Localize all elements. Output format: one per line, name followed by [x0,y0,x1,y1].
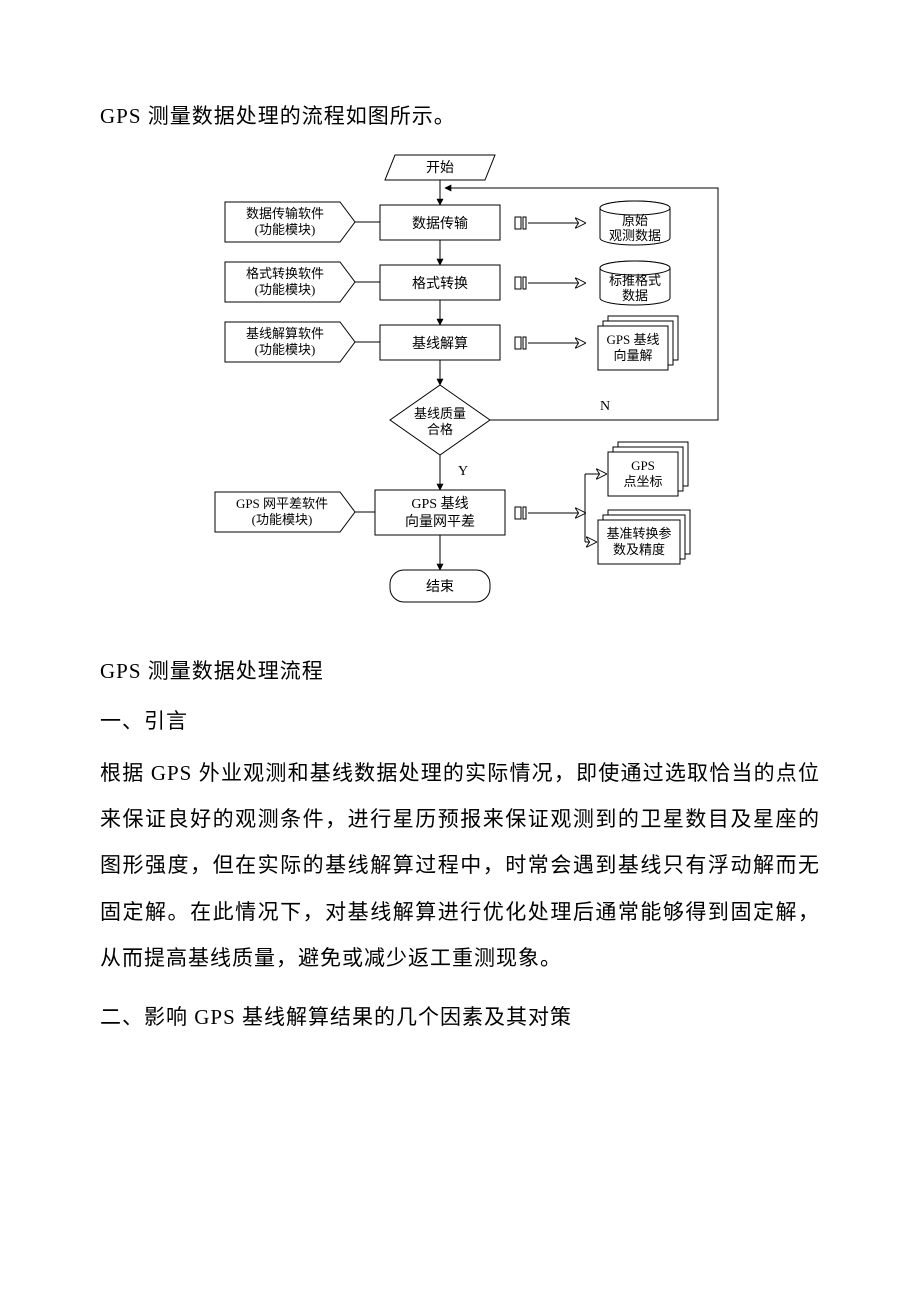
svg-text:(功能模块): (功能模块) [255,222,316,237]
svg-text:数据: 数据 [622,288,648,303]
node-doc1: GPS 基线 向量解 [598,316,678,370]
svg-text:开始: 开始 [426,160,454,176]
node-sw3: 基线解算软件 (功能模块) [225,322,355,362]
node-end: 结束 [390,570,490,602]
node-doc2: GPS 点坐标 [608,442,688,496]
svg-text:数据传输软件: 数据传输软件 [246,206,324,221]
connector-1 [515,217,585,229]
node-decision: 基线质量 合格 [390,385,490,455]
svg-text:数及精度: 数及精度 [613,542,665,557]
node-doc3: 基准转换参 数及精度 [598,510,690,564]
node-db2: 标推格式 数据 [600,261,670,305]
section1-title: 一、引言 [100,705,820,735]
svg-text:结束: 结束 [426,579,454,595]
svg-text:数据传输: 数据传输 [412,216,468,232]
node-sw1: 数据传输软件 (功能模块) [225,202,355,242]
connector-4 [515,507,585,519]
svg-text:GPS 网平差软件: GPS 网平差软件 [236,496,328,511]
svg-text:向量解: 向量解 [613,348,652,363]
svg-text:基线解算软件: 基线解算软件 [246,326,324,341]
svg-text:GPS 基线: GPS 基线 [411,495,468,512]
section2-title: 二、影响 GPS 基线解算结果的几个因素及其对策 [100,1001,820,1031]
svg-text:基准转换参: 基准转换参 [606,526,671,541]
node-p3: 基线解算 [380,325,500,360]
svg-text:向量网平差: 向量网平差 [405,514,475,530]
section1-body: 根据 GPS 外业观测和基线数据处理的实际情况，即使通过选取恰当的点位来保证良好… [100,750,820,981]
label-yes: Y [458,464,468,479]
svg-text:点坐标: 点坐标 [623,474,662,489]
svg-text:(功能模块): (功能模块) [255,342,316,357]
flowchart: 开始 数据传输 格式转换 基线解算 [170,150,730,630]
svg-text:观测数据: 观测数据 [609,228,661,243]
node-start: 开始 [385,155,495,180]
svg-text:原始: 原始 [622,213,648,228]
svg-text:合格: 合格 [427,422,453,437]
connector-2 [515,277,585,289]
svg-text:标推格式: 标推格式 [609,273,661,288]
svg-text:(功能模块): (功能模块) [255,282,316,297]
svg-text:GPS: GPS [631,458,655,473]
node-sw4: GPS 网平差软件 (功能模块) [215,492,355,532]
connector-3 [515,337,585,349]
svg-text:格式转换软件: 格式转换软件 [246,266,324,281]
svg-text:(功能模块): (功能模块) [252,512,313,527]
svg-text:基线解算: 基线解算 [412,335,468,352]
node-db1: 原始 观测数据 [600,201,670,245]
caption-text: GPS 测量数据处理流程 [100,655,820,685]
node-p1: 数据传输 [380,205,500,240]
node-p2: 格式转换 [380,265,500,300]
svg-text:格式转换: 格式转换 [412,275,468,292]
svg-text:GPS 基线: GPS 基线 [606,332,659,347]
node-p4: GPS 基线 向量网平差 [375,490,505,535]
intro-text: GPS 测量数据处理的流程如图所示。 [100,100,820,130]
label-no: N [600,399,610,414]
node-sw2: 格式转换软件 (功能模块) [225,262,355,302]
svg-text:基线质量: 基线质量 [414,406,466,421]
